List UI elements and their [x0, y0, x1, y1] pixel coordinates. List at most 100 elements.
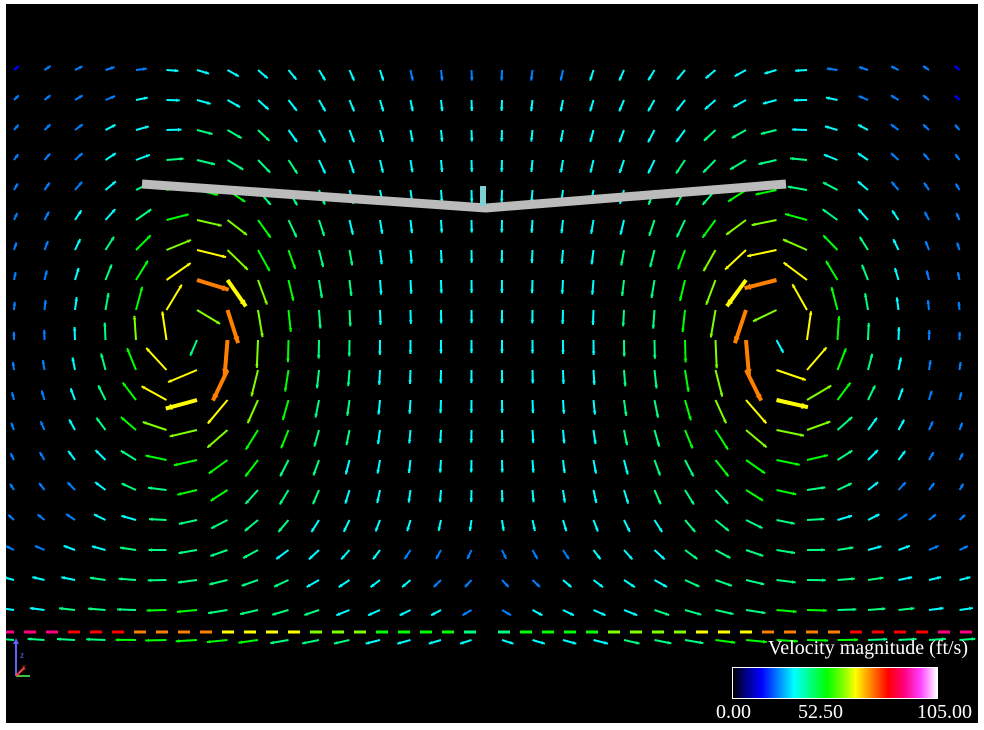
velocity-arrow: [177, 489, 198, 496]
velocity-arrow: [928, 513, 937, 521]
velocity-arrow: [858, 236, 869, 251]
velocity-arrow: [74, 181, 83, 191]
velocity-arrow: [837, 482, 853, 491]
velocity-arrow: [432, 579, 442, 588]
velocity-arrow: [678, 279, 686, 302]
velocity-arrow: [857, 152, 869, 161]
velocity-arrow: [928, 576, 942, 581]
legend-title: Velocity magnitude (ft/s): [768, 637, 968, 659]
velocity-arrow: [435, 549, 442, 560]
velocity-arrow: [589, 129, 595, 143]
velocity-arrow: [684, 609, 702, 616]
velocity-arrow: [776, 459, 800, 466]
velocity-arrow: [13, 183, 19, 191]
velocity-arrow: [620, 249, 625, 266]
velocity-arrow: [928, 390, 933, 401]
velocity-arrow: [271, 609, 289, 616]
velocity-arrow: [684, 639, 704, 645]
velocity-arrow: [239, 609, 259, 616]
velocity-arrow: [196, 129, 213, 136]
velocity-arrow: [500, 429, 504, 443]
velocity-arrow: [922, 152, 930, 161]
velocity-arrow: [787, 185, 808, 191]
velocity-arrow: [438, 399, 443, 414]
velocity-arrow: [95, 417, 107, 431]
velocity-arrow: [89, 576, 106, 581]
velocity-arrow: [42, 329, 47, 341]
velocity-arrow: [530, 369, 535, 384]
velocity-arrow: [619, 219, 625, 236]
velocity-arrow: [501, 519, 505, 531]
velocity-arrow: [160, 311, 168, 341]
velocity-arrow: [653, 519, 664, 533]
velocity-arrow: [409, 69, 414, 81]
velocity-arrow: [592, 429, 597, 445]
velocity-arrow: [13, 242, 18, 251]
velocity-arrow: [562, 459, 566, 474]
velocity-arrow: [684, 519, 696, 533]
velocity-arrow: [135, 286, 144, 311]
velocity-arrow: [206, 639, 228, 644]
velocity-arrow: [406, 519, 412, 532]
velocity-arrow: [399, 609, 411, 617]
velocity-arrow: [315, 369, 320, 389]
velocity-arrow: [226, 249, 249, 271]
velocity-arrow: [403, 549, 412, 560]
velocity-arrow: [623, 549, 634, 561]
velocity-arrow: [705, 69, 717, 80]
velocity-arrow: [58, 606, 76, 611]
velocity-arrow: [12, 301, 17, 311]
velocity-arrow: [105, 123, 117, 131]
velocity-arrow: [469, 369, 474, 384]
velocity-arrow: [462, 609, 473, 617]
velocity-arrow: [74, 123, 84, 131]
velocity-arrow: [41, 359, 46, 371]
velocity-arrow: [928, 606, 944, 611]
velocity-arrow: [43, 94, 52, 101]
velocity-arrow: [11, 361, 16, 371]
velocity-arrow: [530, 339, 535, 354]
velocity-arrow: [178, 549, 198, 555]
velocity-arrow: [275, 549, 290, 560]
velocity-arrow: [923, 211, 930, 221]
velocity-arrow: [776, 609, 797, 614]
velocity-arrow: [74, 238, 82, 251]
velocity-arrow: [281, 399, 290, 421]
velocity-arrow: [745, 399, 768, 424]
velocity-arrow: [647, 99, 656, 112]
velocity-arrow: [226, 129, 243, 140]
velocity-arrow: [225, 278, 248, 308]
velocity-arrow: [529, 69, 534, 81]
velocity-arrow: [372, 549, 381, 560]
velocity-arrow: [928, 451, 935, 461]
velocity-arrow: [379, 279, 383, 295]
velocity-arrow: [318, 309, 322, 329]
velocity-arrow: [677, 249, 686, 270]
velocity-arrow: [751, 219, 777, 227]
velocity-arrow: [469, 429, 474, 443]
velocity-arrow: [867, 607, 886, 611]
velocity-arrow: [121, 482, 137, 491]
velocity-arrow: [837, 577, 855, 581]
velocity-arrow: [592, 519, 599, 532]
velocity-arrow: [86, 637, 106, 642]
legend-min-label: 0.00: [716, 701, 751, 723]
velocity-arrow: [409, 159, 414, 173]
velocity-arrow: [560, 249, 564, 264]
velocity-arrow: [71, 357, 76, 371]
velocity-arrow: [27, 637, 45, 641]
velocity-arrow: [409, 129, 414, 142]
velocity-arrow: [701, 219, 717, 239]
velocity-arrow: [653, 459, 662, 476]
velocity-arrow: [782, 261, 808, 281]
velocity-arrow: [407, 459, 412, 474]
velocity-arrow: [257, 279, 268, 305]
velocity-arrow: [684, 369, 690, 392]
velocity-arrow: [861, 264, 869, 281]
velocity-arrow: [702, 249, 717, 272]
velocity-arrow: [806, 517, 825, 521]
velocity-arrow: [826, 67, 838, 71]
velocity-arrow: [338, 579, 351, 589]
velocity-arrow: [650, 279, 656, 299]
velocity-arrow: [12, 331, 16, 341]
